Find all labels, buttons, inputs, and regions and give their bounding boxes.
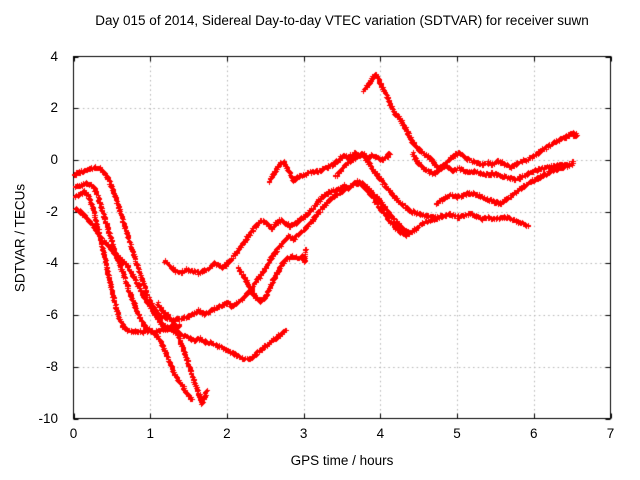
y-tick-label: -8 (45, 358, 58, 374)
x-axis-label: GPS time / hours (290, 453, 394, 468)
chart-title: Day 015 of 2014, Sidereal Day-to-day VTE… (95, 13, 589, 28)
x-tick-label: 0 (69, 426, 78, 441)
y-tick-label: -2 (45, 203, 58, 219)
y-tick-label: -6 (45, 307, 58, 323)
y-tick-label: -4 (45, 255, 58, 271)
x-tick-label: 4 (376, 426, 385, 441)
y-tick-label: 4 (50, 48, 58, 64)
x-tick-label: 5 (453, 426, 461, 441)
y-tick-label: -10 (38, 410, 58, 426)
x-tick-label: 2 (223, 426, 231, 441)
x-tick-label: 3 (299, 426, 308, 441)
x-tick-label: 7 (606, 426, 615, 441)
x-tick-label: 1 (146, 426, 154, 441)
y-tick-label: 0 (50, 151, 58, 167)
x-tick-label: 6 (530, 426, 538, 441)
y-tick-label: 2 (50, 100, 58, 116)
y-axis-label: SDTVAR / TECUs (12, 183, 28, 293)
